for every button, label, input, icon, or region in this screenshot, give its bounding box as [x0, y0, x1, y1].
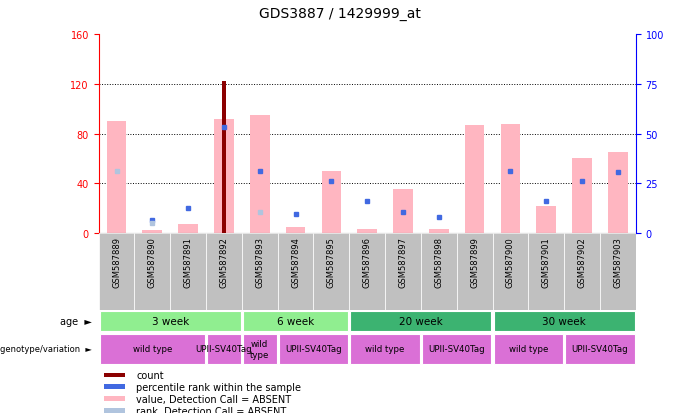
- Text: 20 week: 20 week: [399, 316, 443, 326]
- Bar: [565, 334, 634, 364]
- Text: GSM587890: GSM587890: [148, 236, 157, 287]
- Bar: [100, 334, 205, 364]
- Bar: [178, 225, 198, 233]
- Text: GSM587897: GSM587897: [398, 236, 407, 287]
- Text: GSM587901: GSM587901: [542, 236, 551, 287]
- Text: GSM587900: GSM587900: [506, 236, 515, 287]
- Text: GDS3887 / 1429999_at: GDS3887 / 1429999_at: [259, 7, 421, 21]
- Bar: [170, 233, 206, 310]
- Text: GSM587894: GSM587894: [291, 236, 300, 287]
- Text: GSM587899: GSM587899: [470, 236, 479, 287]
- Text: percentile rank within the sample: percentile rank within the sample: [136, 382, 301, 392]
- Text: 30 week: 30 week: [542, 316, 586, 326]
- Bar: [494, 311, 634, 331]
- Bar: [104, 396, 125, 401]
- Bar: [600, 233, 636, 310]
- Text: genotype/variation  ►: genotype/variation ►: [0, 344, 92, 354]
- Bar: [528, 233, 564, 310]
- Bar: [350, 334, 420, 364]
- Text: GSM587898: GSM587898: [435, 236, 443, 287]
- Bar: [500, 124, 520, 233]
- Bar: [457, 233, 492, 310]
- Bar: [421, 233, 457, 310]
- Text: GSM587891: GSM587891: [184, 236, 192, 287]
- Bar: [393, 190, 413, 233]
- Bar: [100, 311, 241, 331]
- Text: value, Detection Call = ABSENT: value, Detection Call = ABSENT: [136, 394, 291, 404]
- Bar: [465, 126, 484, 233]
- Text: GSM587902: GSM587902: [577, 236, 587, 287]
- Bar: [422, 334, 492, 364]
- Bar: [429, 230, 449, 233]
- Bar: [104, 373, 125, 377]
- Bar: [104, 408, 125, 413]
- Bar: [277, 233, 313, 310]
- Bar: [492, 233, 528, 310]
- Bar: [206, 233, 242, 310]
- Text: wild type: wild type: [509, 344, 548, 354]
- Bar: [358, 230, 377, 233]
- Bar: [537, 206, 556, 233]
- Bar: [573, 159, 592, 233]
- Text: wild type: wild type: [365, 344, 405, 354]
- Text: 3 week: 3 week: [152, 316, 189, 326]
- Text: wild type: wild type: [133, 344, 172, 354]
- Bar: [564, 233, 600, 310]
- Text: GSM587896: GSM587896: [362, 236, 372, 287]
- Bar: [222, 82, 226, 233]
- Bar: [313, 233, 350, 310]
- Bar: [385, 233, 421, 310]
- Text: GSM587889: GSM587889: [112, 236, 121, 287]
- Text: GSM587893: GSM587893: [255, 236, 265, 287]
- Bar: [494, 334, 563, 364]
- Bar: [107, 122, 126, 233]
- Bar: [243, 334, 277, 364]
- Text: UPII-SV40Tag: UPII-SV40Tag: [428, 344, 485, 354]
- Text: GSM587892: GSM587892: [220, 236, 228, 287]
- Bar: [322, 171, 341, 233]
- Text: age  ►: age ►: [60, 316, 92, 326]
- Text: UPII-SV40Tag: UPII-SV40Tag: [196, 344, 252, 354]
- Text: UPII-SV40Tag: UPII-SV40Tag: [572, 344, 628, 354]
- Bar: [350, 311, 492, 331]
- Bar: [242, 233, 277, 310]
- Bar: [243, 311, 348, 331]
- Text: rank, Detection Call = ABSENT: rank, Detection Call = ABSENT: [136, 406, 286, 413]
- Text: count: count: [136, 370, 164, 380]
- Bar: [250, 116, 269, 233]
- Bar: [104, 385, 125, 389]
- Bar: [143, 231, 162, 233]
- Bar: [135, 233, 170, 310]
- Text: 6 week: 6 week: [277, 316, 314, 326]
- Bar: [286, 227, 305, 233]
- Text: GSM587895: GSM587895: [327, 236, 336, 287]
- Text: GSM587903: GSM587903: [613, 236, 622, 287]
- Text: UPII-SV40Tag: UPII-SV40Tag: [285, 344, 342, 354]
- Bar: [350, 233, 385, 310]
- Bar: [279, 334, 348, 364]
- Bar: [99, 233, 135, 310]
- Text: wild
type: wild type: [250, 339, 269, 358]
- Bar: [608, 153, 628, 233]
- Bar: [207, 334, 241, 364]
- Bar: [214, 119, 234, 233]
